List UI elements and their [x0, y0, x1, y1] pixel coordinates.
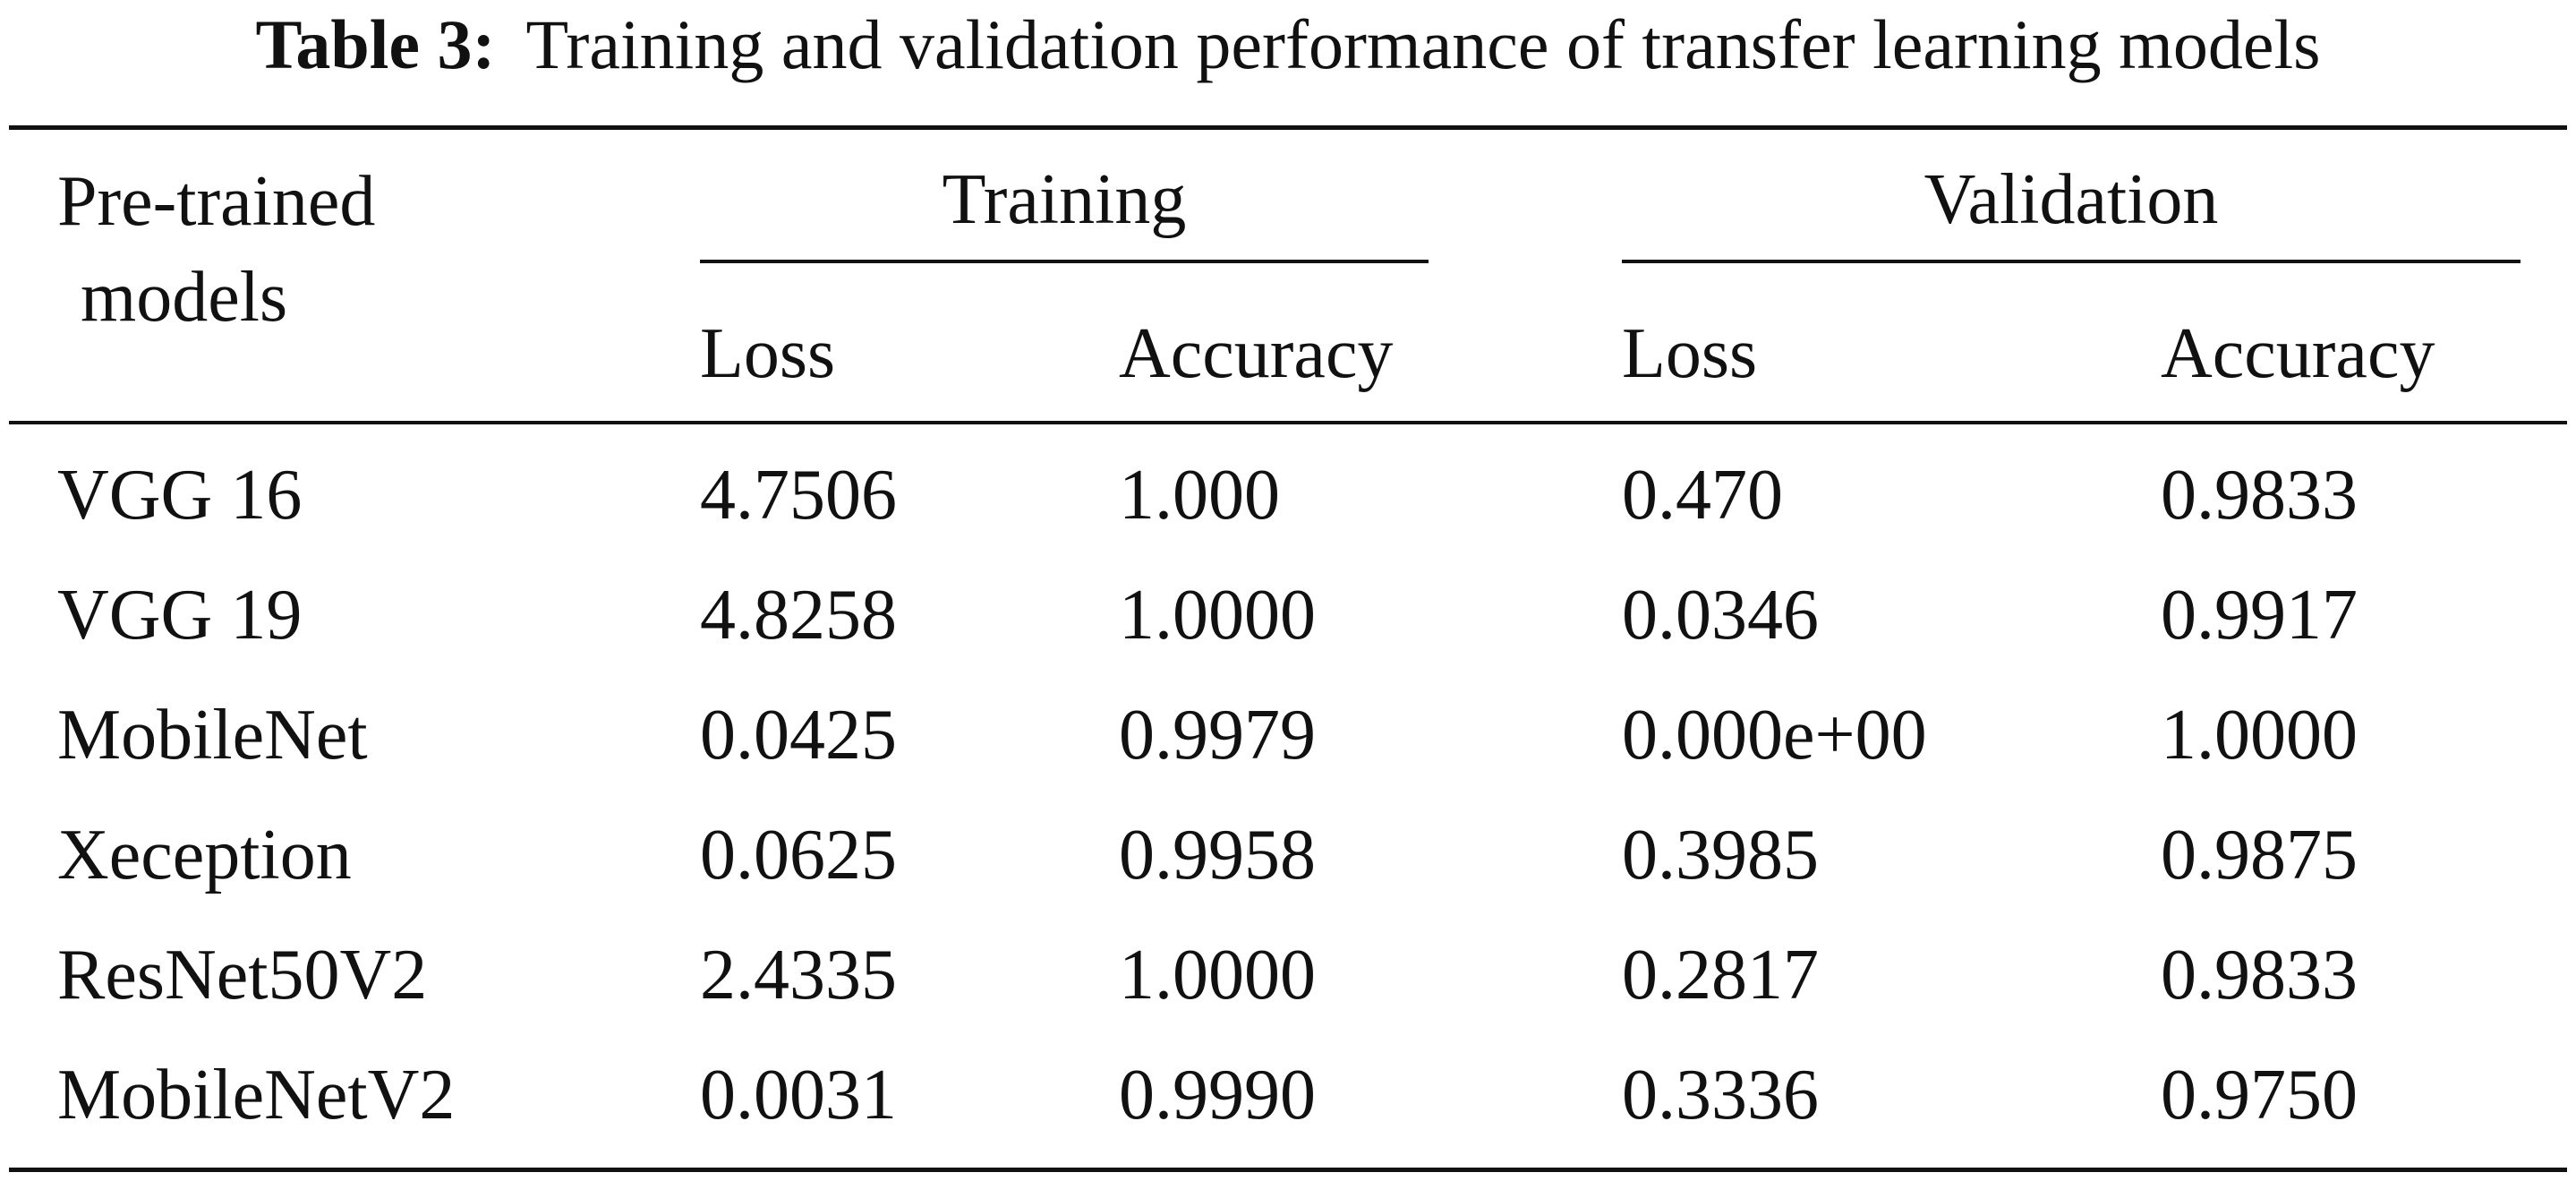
cell-train-accuracy: 1.0000 — [1119, 576, 1316, 655]
cell-train-loss: 0.0031 — [700, 1056, 897, 1134]
cell-model: Xeception — [57, 816, 352, 894]
cell-train-loss: 4.8258 — [700, 576, 897, 655]
header-val-accuracy: Accuracy — [2161, 314, 2435, 393]
table-caption-label: Table 3: — [255, 5, 496, 83]
cell-val-accuracy: 1.0000 — [2161, 696, 2358, 774]
cell-val-loss: 0.0346 — [1622, 576, 1819, 655]
cell-val-accuracy: 0.9917 — [2161, 576, 2358, 655]
cell-model: VGG 16 — [57, 456, 303, 535]
table-header-rule — [9, 421, 2567, 424]
table-top-rule — [9, 125, 2567, 130]
validation-group-rule — [1622, 260, 2521, 263]
cell-train-accuracy: 0.9958 — [1119, 816, 1316, 894]
table-bottom-rule — [9, 1168, 2567, 1172]
cell-model: ResNet50V2 — [57, 936, 428, 1014]
table-caption: Table 3: Training and validation performa… — [0, 0, 2576, 90]
header-model-line1: Pre-trained — [57, 162, 376, 241]
cell-val-loss: 0.2817 — [1622, 936, 1819, 1014]
cell-val-loss: 0.3336 — [1622, 1056, 1819, 1134]
cell-val-accuracy: 0.9750 — [2161, 1056, 2358, 1134]
cell-val-accuracy: 0.9833 — [2161, 936, 2358, 1014]
cell-train-loss: 0.0625 — [700, 816, 897, 894]
cell-model: MobileNetV2 — [57, 1056, 456, 1134]
cell-train-accuracy: 0.9990 — [1119, 1056, 1316, 1134]
header-val-loss: Loss — [1622, 314, 1758, 393]
header-train-accuracy: Accuracy — [1119, 314, 1394, 393]
cell-val-accuracy: 0.9875 — [2161, 816, 2358, 894]
cell-train-accuracy: 1.000 — [1119, 456, 1280, 535]
cell-model: VGG 19 — [57, 576, 303, 655]
cell-train-loss: 0.0425 — [700, 696, 897, 774]
cell-train-accuracy: 0.9979 — [1119, 696, 1316, 774]
header-model-line2: models — [81, 258, 288, 337]
cell-train-loss: 4.7506 — [700, 456, 897, 535]
table-caption-text: Training and validation performance of t… — [525, 5, 2321, 83]
cell-val-loss: 0.3985 — [1622, 816, 1819, 894]
cell-train-accuracy: 1.0000 — [1119, 936, 1316, 1014]
cell-train-loss: 2.4335 — [700, 936, 897, 1014]
header-group-training: Training — [942, 160, 1187, 239]
training-group-rule — [700, 260, 1429, 263]
header-train-loss: Loss — [700, 314, 836, 393]
cell-val-loss: 0.000e+00 — [1622, 696, 1927, 774]
cell-val-accuracy: 0.9833 — [2161, 456, 2358, 535]
cell-val-loss: 0.470 — [1622, 456, 1783, 535]
header-group-validation: Validation — [1923, 160, 2219, 239]
cell-model: MobileNet — [57, 696, 368, 774]
